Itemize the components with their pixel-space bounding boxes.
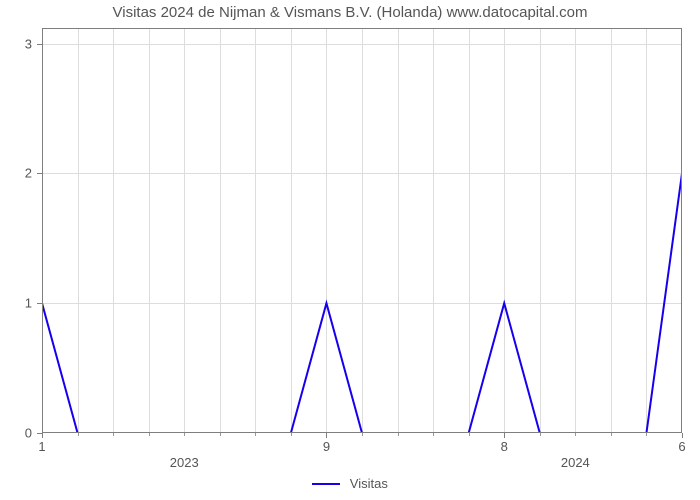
x-tick-label: 6 — [678, 433, 685, 454]
x-minor-tick-mark — [255, 433, 256, 436]
x-minor-tick-mark — [149, 433, 150, 436]
data-line — [42, 28, 682, 433]
x-minor-tick-mark — [540, 433, 541, 436]
x-year-label: 2024 — [561, 433, 590, 470]
x-minor-tick-mark — [78, 433, 79, 436]
legend-label: Visitas — [350, 476, 388, 491]
chart-title: Visitas 2024 de Nijman & Vismans B.V. (H… — [0, 4, 700, 21]
plot-area: 0123 198620232024 — [42, 28, 682, 433]
y-tick-mark — [37, 173, 42, 174]
x-minor-tick-mark — [646, 433, 647, 436]
y-tick-mark — [37, 44, 42, 45]
y-tick-mark — [37, 303, 42, 304]
legend: Visitas — [0, 475, 700, 491]
x-tick-label: 1 — [38, 433, 45, 454]
x-year-label: 2023 — [170, 433, 199, 470]
x-minor-tick-mark — [362, 433, 363, 436]
x-minor-tick-mark — [113, 433, 114, 436]
x-tick-label: 9 — [323, 433, 330, 454]
x-tick-label: 8 — [501, 433, 508, 454]
x-minor-tick-mark — [220, 433, 221, 436]
x-minor-tick-mark — [611, 433, 612, 436]
legend-swatch — [312, 483, 340, 485]
x-minor-tick-mark — [469, 433, 470, 436]
x-minor-tick-mark — [433, 433, 434, 436]
x-minor-tick-mark — [291, 433, 292, 436]
x-minor-tick-mark — [398, 433, 399, 436]
